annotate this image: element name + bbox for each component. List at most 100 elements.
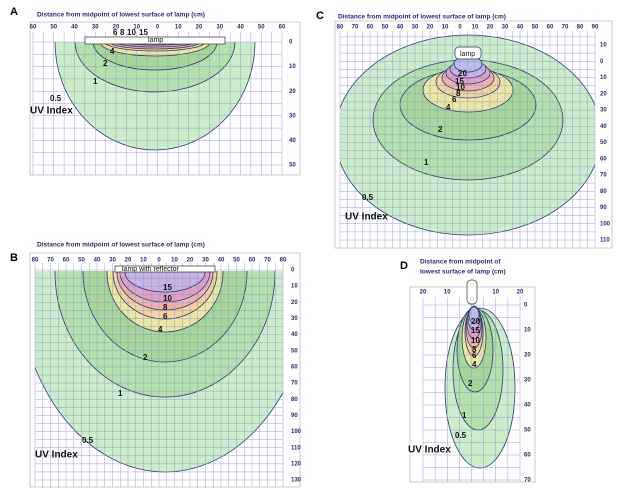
legend-label: UV Index	[35, 450, 78, 461]
contour-label: 0.5	[82, 436, 94, 445]
x-tick-label: 70	[47, 258, 54, 264]
contour-label: 4	[110, 47, 115, 56]
y-tick-label: 50	[289, 163, 296, 169]
x-tick-label: 30	[502, 25, 509, 31]
x-tick-label: 0	[156, 25, 160, 31]
contour-label: 15	[455, 77, 464, 86]
panel-letter: B	[10, 252, 18, 264]
contour-label: 10	[456, 83, 465, 92]
x-tick-label: 20	[187, 258, 194, 264]
y-tick-label: 50	[524, 428, 531, 434]
x-tick-label: 40	[218, 258, 225, 264]
axis-title: Distance from midpoint of	[420, 259, 501, 266]
y-tick-label: 40	[600, 124, 607, 130]
x-tick-label: 10	[472, 25, 479, 31]
x-tick-label: 60	[367, 25, 374, 31]
panel-border	[334, 20, 613, 249]
x-tick-label: 70	[264, 258, 271, 264]
contour-label: 20	[471, 317, 480, 326]
contour-label: 15	[139, 28, 148, 37]
y-tick-label: 20	[289, 89, 296, 95]
y-tick-label: 70	[524, 478, 531, 484]
x-tick-label: 50	[258, 25, 265, 31]
x-tick-label: 10	[133, 25, 140, 31]
x-tick-label: 20	[517, 290, 524, 296]
panel: 80 70 60 50 40 30 20 10 0 10 20 30 40 50 60 70 80 9010010…	[316, 10, 613, 249]
contour-label: 10	[163, 294, 172, 303]
y-tick-label: 70	[600, 173, 607, 179]
x-tick-label: 20	[125, 258, 132, 264]
contour-label: 1	[424, 158, 429, 167]
y-tick-label: 130	[291, 478, 302, 484]
x-tick-label: 40	[71, 25, 78, 31]
y-tick-label: 90	[600, 205, 607, 211]
panel-border	[29, 21, 301, 176]
lamp-shape	[84, 36, 226, 45]
x-tick-label: 10	[444, 290, 451, 296]
x-tick-label: 80	[280, 258, 287, 264]
x-tick-label: 80	[337, 25, 344, 31]
x-tick-label: 10	[442, 25, 449, 31]
panel: 80 70 60 50 40 30 20 10 0 10 20 30 40 50 60 70 800102030…	[10, 242, 302, 488]
panel-letter: D	[400, 260, 408, 272]
panel: 60 50 40 30 20 10 0 10 20 30 40 50 60 0 10 20 30 40 50 lamp…	[10, 6, 301, 176]
y-tick-label: 50	[291, 348, 298, 354]
x-tick-label: 70	[562, 25, 569, 31]
y-tick-label: 60	[291, 365, 298, 371]
lamp-label: lamp	[148, 37, 163, 44]
y-tick-label: 10	[600, 43, 607, 49]
y-tick-label: 20	[524, 353, 531, 359]
x-tick-label: 50	[233, 258, 240, 264]
contour-label: 2	[468, 379, 473, 388]
y-tick-label: 10	[524, 328, 531, 334]
lamp-shape	[454, 46, 482, 60]
y-tick-label: 40	[291, 332, 298, 338]
contour-label: 6	[472, 351, 477, 360]
contour-label: 1	[118, 389, 123, 398]
contour-label: 8	[472, 345, 477, 354]
contour-label: 4	[472, 360, 477, 369]
contour-label: 1	[93, 77, 98, 86]
contour-label: 0.5	[362, 193, 374, 202]
axis-title: Distance from midpoint of lowest surface…	[338, 14, 506, 21]
x-tick-label: 60	[63, 258, 70, 264]
y-tick-label: 10	[289, 64, 296, 70]
x-tick-label: 0	[157, 258, 161, 264]
contours	[444, 305, 516, 469]
x-tick-label: 10	[171, 258, 178, 264]
legend-label: UV Index	[408, 445, 451, 456]
y-tick-label: 10	[291, 284, 298, 290]
y-tick-label: 0	[524, 303, 528, 309]
panel-border	[29, 252, 301, 488]
y-tick-label: 40	[524, 403, 531, 409]
panel: 2010010200102030405060700.512468101520DD…	[400, 259, 536, 484]
contour-label: 8	[456, 89, 461, 98]
y-tick-label: 10	[600, 75, 607, 81]
y-tick-label: 30	[291, 316, 298, 322]
y-tick-label: 50	[600, 140, 607, 146]
contour-label: 1	[462, 411, 467, 420]
x-tick-label: 40	[237, 25, 244, 31]
x-tick-label: 40	[397, 25, 404, 31]
x-tick-label: 80	[577, 25, 584, 31]
y-tick-label: 30	[524, 378, 531, 384]
x-tick-label: 60	[547, 25, 554, 31]
x-tick-label: 60	[279, 25, 286, 31]
x-tick-label: 60	[249, 258, 256, 264]
x-tick-label: 10	[175, 25, 182, 31]
y-tick-label: 70	[291, 381, 298, 387]
y-tick-label: 100	[291, 429, 302, 435]
x-tick-label: 10	[140, 258, 147, 264]
x-tick-label: 50	[50, 25, 57, 31]
contour-label: 6	[452, 95, 457, 104]
contour-label: 2	[143, 353, 148, 362]
contour-label: 10	[127, 28, 136, 37]
x-tick-label: 30	[109, 258, 116, 264]
panel-letter: A	[10, 6, 18, 18]
y-tick-label: 60	[524, 453, 531, 459]
x-tick-label: 70	[352, 25, 359, 31]
contour-label: 15	[471, 326, 480, 335]
x-tick-label: 90	[592, 25, 599, 31]
contour-label: 10	[471, 336, 480, 345]
y-tick-label: 0	[289, 40, 293, 46]
